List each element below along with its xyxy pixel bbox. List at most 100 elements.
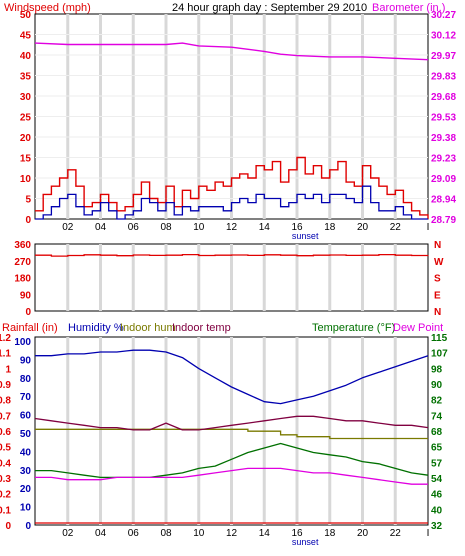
barometer-y-tick: 28.94: [431, 195, 456, 206]
temp-panel-x-tick: 16: [291, 528, 303, 539]
wind-y-tick: 0: [25, 215, 31, 226]
temperature-y-tick: 65: [431, 443, 443, 454]
temp-panel-x-tick: 20: [357, 528, 369, 539]
wind-y-tick: 30: [20, 92, 32, 103]
direction-compass-tick: E: [434, 290, 441, 301]
temp-panel-x-tick: 18: [324, 528, 336, 539]
temp-panel-x-tick: 04: [95, 528, 107, 539]
barometer-y-tick: 29.23: [431, 154, 456, 165]
temperature-y-tick: 82: [431, 396, 443, 407]
rainfall-y-tick: 0.5: [0, 443, 11, 454]
humidity-y-tick: 0: [25, 521, 31, 532]
dewpoint-series: [35, 467, 428, 485]
temp-panel-x-tick: 02: [62, 528, 74, 539]
wind-panel-x-tick: 04: [95, 222, 107, 233]
humidity-y-tick: 60: [20, 411, 32, 422]
temp-panel-x-tick-end: I: [427, 528, 430, 539]
humidity-y-tick: 10: [20, 503, 32, 514]
rainfall-y-tick: 0.1: [0, 505, 11, 516]
wind-y-tick: 20: [20, 133, 32, 144]
rainfall-y-tick: 0: [5, 521, 11, 532]
wind-y-tick: 50: [20, 10, 32, 21]
wind-panel-x-tick: 18: [324, 222, 336, 233]
rainfall-y-tick: 1: [5, 364, 11, 375]
temperature-y-tick: 46: [431, 490, 443, 501]
barometer-y-tick: 30.12: [431, 31, 456, 42]
temp-panel-x-tick: 12: [226, 528, 238, 539]
chart-title: 24 hour graph day : September 29 2010: [172, 2, 367, 14]
humidity-y-tick: 50: [20, 429, 32, 440]
barometer-y-tick: 29.97: [431, 51, 456, 62]
humidity-y-tick: 40: [20, 447, 32, 458]
temperature-y-tick: 98: [431, 364, 443, 375]
humidity-y-tick: 80: [20, 374, 32, 385]
wind-y-tick: 40: [20, 51, 32, 62]
barometer-y-tick: 28.79: [431, 215, 456, 226]
wind-y-tick: 5: [25, 195, 31, 206]
humidity-y-tick: 100: [14, 337, 31, 348]
wind-panel-x-tick: 08: [160, 222, 172, 233]
wind-panel-x-tick: 02: [62, 222, 74, 233]
temperature-y-tick: 32: [431, 521, 443, 532]
humidity-y-tick: 70: [20, 392, 32, 403]
temperature-y-tick: 68: [431, 427, 443, 438]
wind-panel-x-tick-end: I: [427, 222, 430, 233]
barometer-label: Barometer (in.): [372, 2, 445, 14]
rainfall-y-tick: 0.7: [0, 411, 11, 422]
barometer-y-tick: 30.27: [431, 10, 456, 21]
wind-y-tick: 35: [20, 72, 32, 83]
barometer-y-tick: 29.09: [431, 174, 456, 185]
wind-panel-x-tick: 16: [291, 222, 303, 233]
plot-layer: 0510152025303540455028.7928.9429.0929.23…: [0, 10, 456, 547]
direction-y-tick: 360: [14, 240, 31, 251]
wind-panel-x-tick: 22: [390, 222, 402, 233]
temperature-y-tick: 107: [431, 349, 448, 360]
direction-y-tick: 0: [25, 307, 31, 318]
temperature-y-tick: 90: [431, 380, 443, 391]
wind-panel-x-tick: 10: [193, 222, 205, 233]
wind-y-tick: 45: [20, 31, 32, 42]
temp-sunset-label: sunset: [292, 537, 319, 547]
wind-panel-x-tick: 14: [259, 222, 271, 233]
indoor-temp-label: Indoor temp: [172, 322, 231, 334]
windspeed-label: Windspeed (mph): [4, 2, 91, 14]
barometer-series: [34, 42, 429, 61]
rainfall-y-tick: 0.8: [0, 396, 11, 407]
temp-panel-x-tick: 10: [193, 528, 205, 539]
rainfall-y-tick: 0.9: [0, 380, 11, 391]
wind-y-tick: 10: [20, 174, 32, 185]
temperature-y-tick: 74: [431, 411, 443, 422]
temperature-label: Temperature (°F): [312, 322, 395, 334]
rainfall-y-tick: 0.6: [0, 427, 11, 438]
temperature-y-tick: 115: [431, 333, 448, 344]
rainfall-y-tick: 1.1: [0, 349, 11, 360]
rainfall-y-tick: 0.3: [0, 474, 11, 485]
rainfall-y-tick: 1.2: [0, 333, 11, 344]
direction-y-tick: 90: [20, 290, 32, 301]
wind-y-tick: 25: [20, 113, 32, 124]
rainfall-label: Rainfall (in): [2, 322, 58, 334]
direction-y-tick: 270: [14, 257, 31, 268]
wind-speed-series: [35, 185, 428, 220]
direction-compass-tick: N: [434, 307, 441, 318]
barometer-y-tick: 29.83: [431, 72, 456, 83]
humidity-y-tick: 90: [20, 355, 32, 366]
temperature-y-tick: 54: [431, 474, 443, 485]
temp-panel-x-tick: 14: [259, 528, 271, 539]
direction-compass-tick: S: [434, 274, 441, 285]
humidity-y-tick: 30: [20, 466, 32, 477]
humidity-series: [35, 349, 429, 405]
direction-y-tick: 180: [14, 274, 31, 285]
indoor-hum-label: Indoor hum: [120, 322, 176, 334]
wind-panel-x-tick: 06: [128, 222, 140, 233]
wind-panel-x-tick: 12: [226, 222, 238, 233]
humidity-y-tick: 20: [20, 484, 32, 495]
dewpoint-label: Dew Point: [393, 322, 443, 334]
indoor-temp-series: [34, 415, 429, 431]
temperature-series: [35, 442, 429, 479]
wind-y-tick: 15: [20, 154, 32, 165]
direction-compass-tick: N: [434, 240, 441, 251]
wind-direction-series: [35, 253, 429, 257]
